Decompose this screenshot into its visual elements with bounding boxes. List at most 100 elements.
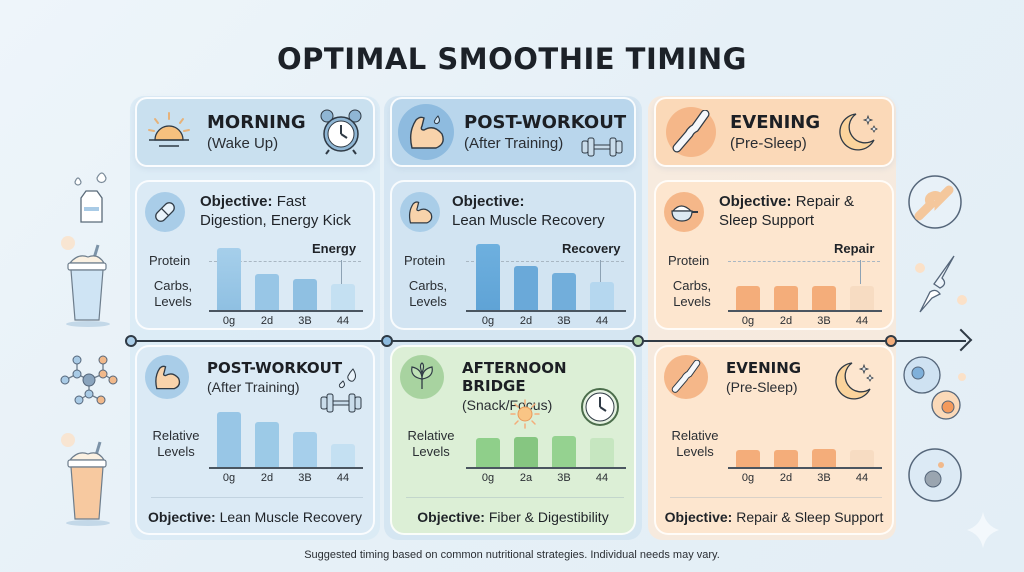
- flexed-bicep-icon: [155, 365, 181, 390]
- tick-label: 3B: [817, 315, 831, 327]
- timeline-dot: [381, 335, 393, 347]
- footer-disclaimer: Suggested timing based on common nutriti…: [304, 549, 720, 561]
- tick-label: 2d: [519, 315, 533, 327]
- timeline-arrowhead: [949, 328, 973, 352]
- bar-0g: [736, 450, 760, 467]
- blue-smoothie-icon: [61, 236, 110, 327]
- header-subtitle: (After Training): [464, 135, 564, 152]
- objective-text: Repair & Sleep Support: [736, 509, 884, 525]
- annotation-recovery: Recovery: [562, 241, 621, 256]
- dumbbell-icon: [581, 137, 623, 157]
- objective-text: Fiber & Digestibility: [488, 509, 609, 525]
- bar-0g: [736, 286, 760, 310]
- leaf-badge: [400, 355, 444, 399]
- annotation-repair: Repair: [834, 241, 875, 256]
- header-subtitle: (Pre-Sleep): [730, 135, 807, 152]
- tick-label: 0g: [741, 472, 755, 484]
- bar-chart: [476, 436, 614, 467]
- bar-0g: [217, 248, 241, 310]
- y-label-carbs: Carbs, Levels: [408, 278, 448, 309]
- objective-text: Fast Digestion, Energy Kick: [200, 193, 351, 229]
- tick-label: 2d: [260, 315, 274, 327]
- molecule-icon: [60, 355, 118, 405]
- joint-badge: [664, 355, 708, 399]
- bar-44: [590, 282, 614, 310]
- bar-chart: [217, 248, 355, 310]
- tick-label: 0g: [222, 472, 236, 484]
- joint-circle-icon: [908, 175, 962, 229]
- tick-label: 3B: [557, 315, 571, 327]
- y-label-relative-levels: Relative Levels: [671, 428, 719, 459]
- bar-2d: [514, 266, 538, 310]
- bar-44: [331, 284, 355, 310]
- tick-label: 44: [595, 472, 609, 484]
- card-title: POST-WORKOUT: [207, 359, 343, 377]
- bar-3B: [293, 432, 317, 467]
- bicep-badge: [400, 192, 440, 232]
- objective-label: Objective:: [664, 509, 733, 525]
- capsule-badge: [145, 192, 185, 232]
- bar-chart: [476, 244, 614, 310]
- y-label-carbs: Carbs, Levels: [153, 278, 193, 309]
- objective-label: Objective:: [148, 509, 216, 525]
- annotation-energy: Energy: [312, 241, 357, 256]
- tick-label: 0g: [481, 315, 495, 327]
- bar-44: [590, 438, 614, 467]
- bar-0g: [217, 412, 241, 467]
- afternoon-bridge-card: AFTERNOON BRIDGE (Snack/Focus) Relative …: [390, 345, 636, 535]
- objective-label: Objective:: [452, 193, 525, 210]
- bar-3B: [552, 273, 576, 310]
- timeline-dot: [125, 335, 137, 347]
- tick-label: 44: [855, 315, 869, 327]
- tick-label: 0g: [481, 472, 495, 484]
- sunrise-icon: [148, 112, 190, 147]
- y-label-relative-levels: Relative Levels: [407, 428, 455, 459]
- y-label-carbs: Carbs, Levels: [672, 278, 712, 309]
- y-label-protein: Protein: [149, 253, 191, 268]
- tick-label: 2d: [779, 315, 793, 327]
- moon-stars-icon: [835, 362, 874, 400]
- y-label-protein: Protein: [404, 253, 446, 268]
- bar-chart: [736, 449, 874, 467]
- objective-label: Objective:: [417, 509, 485, 525]
- card-title: EVENING: [726, 359, 802, 377]
- bar-3B: [812, 449, 836, 467]
- bar-2d: [774, 450, 798, 467]
- sparkle-icon: [967, 512, 999, 548]
- bar-0g: [476, 244, 500, 310]
- tick-label: 44: [336, 472, 350, 484]
- objective-text: Lean Muscle Recovery: [219, 509, 362, 525]
- tick-label: 3B: [557, 472, 571, 484]
- objective-label: Objective:: [719, 193, 792, 210]
- flexed-bicep-icon: [408, 201, 433, 224]
- orange-smoothie-icon: [61, 433, 110, 526]
- header-subtitle: (Wake Up): [207, 135, 279, 152]
- bar-2a: [514, 437, 538, 467]
- tick-label: 3B: [298, 315, 312, 327]
- post-workout-card: POST-WORKOUT (After Training) Relative L…: [135, 345, 375, 535]
- scoop-badge: [664, 192, 704, 232]
- alarm-clock-icon: [320, 109, 362, 155]
- y-label-protein: Protein: [668, 253, 710, 268]
- flexed-bicep-icon: [409, 115, 444, 149]
- bar-44: [331, 444, 355, 467]
- tick-label: 0g: [222, 315, 236, 327]
- bar-2d: [255, 422, 279, 467]
- leaf-icon: [411, 362, 433, 389]
- bar-0g: [476, 438, 500, 467]
- page-title: OPTIMAL SMOOTHIE TIMING: [277, 42, 747, 76]
- scoop-icon: [671, 205, 698, 222]
- tick-label: 2d: [260, 472, 274, 484]
- bone-joint-icon: [915, 255, 967, 313]
- bar-3B: [293, 279, 317, 310]
- bar-44: [850, 450, 874, 467]
- morning-header: MORNING (Wake Up): [135, 97, 375, 167]
- bar-44: [850, 286, 874, 310]
- moon-stars-icon: [839, 113, 878, 151]
- dumbbell-icon: [320, 368, 362, 413]
- timeline-dot: [632, 335, 644, 347]
- joint-bone-icon: [671, 360, 701, 393]
- tick-label: 44: [336, 315, 350, 327]
- tick-label: 2a: [519, 472, 533, 484]
- objective-text: Lean Muscle Recovery: [452, 212, 605, 229]
